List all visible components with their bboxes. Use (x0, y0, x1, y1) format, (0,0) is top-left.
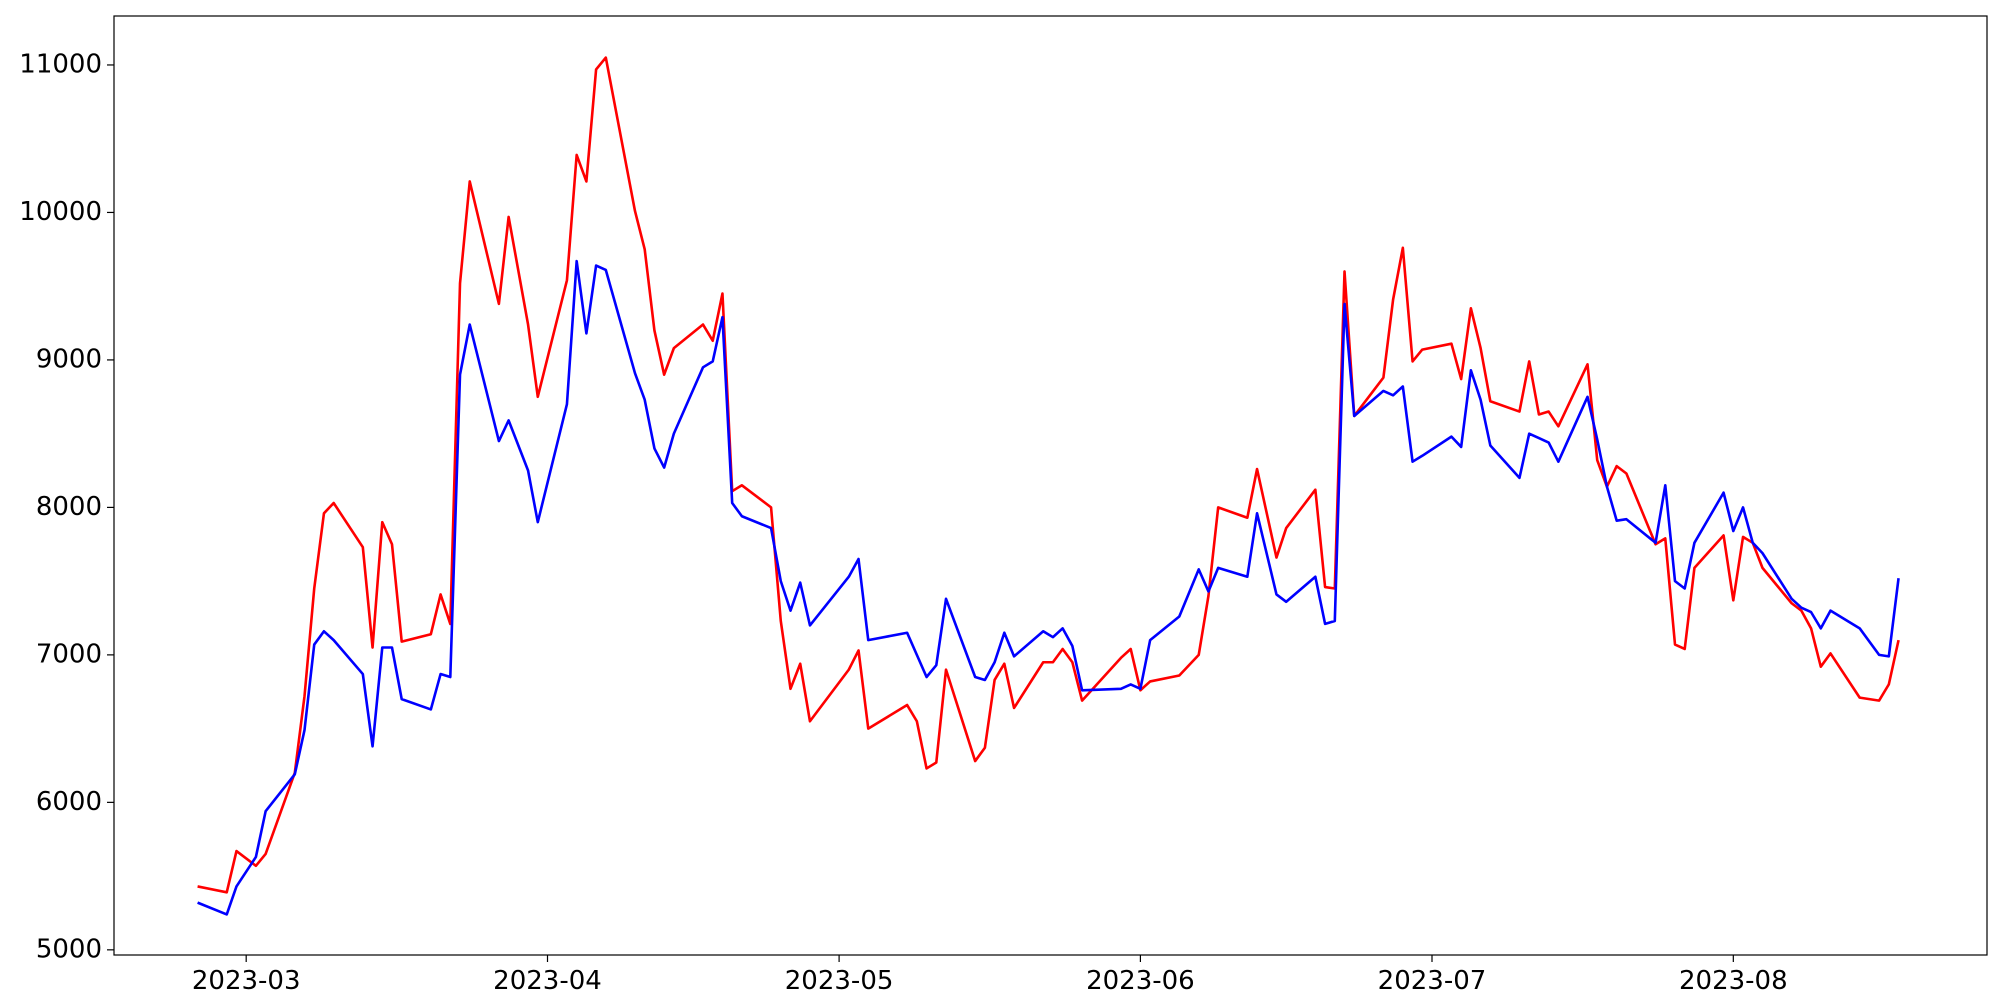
y-tick-label: 7000 (36, 639, 102, 669)
x-tick-label: 2023-04 (493, 966, 602, 996)
line-series (197, 259, 1900, 916)
x-tick-label: 2023-05 (785, 966, 894, 996)
x-tick-label: 2023-08 (1679, 966, 1788, 996)
line-series (197, 56, 1900, 894)
x-tick-label: 2023-06 (1086, 966, 1195, 996)
y-tick-label: 8000 (36, 492, 102, 522)
plot-frame (113, 15, 1988, 956)
y-tick-label: 6000 (36, 787, 102, 817)
y-tick-label: 10000 (19, 197, 102, 227)
x-tick-label: 2023-03 (192, 966, 301, 996)
y-tick-label: 5000 (36, 934, 102, 964)
x-tick-label: 2023-07 (1378, 966, 1487, 996)
y-tick-label: 11000 (19, 49, 102, 79)
y-tick-label: 9000 (36, 344, 102, 374)
